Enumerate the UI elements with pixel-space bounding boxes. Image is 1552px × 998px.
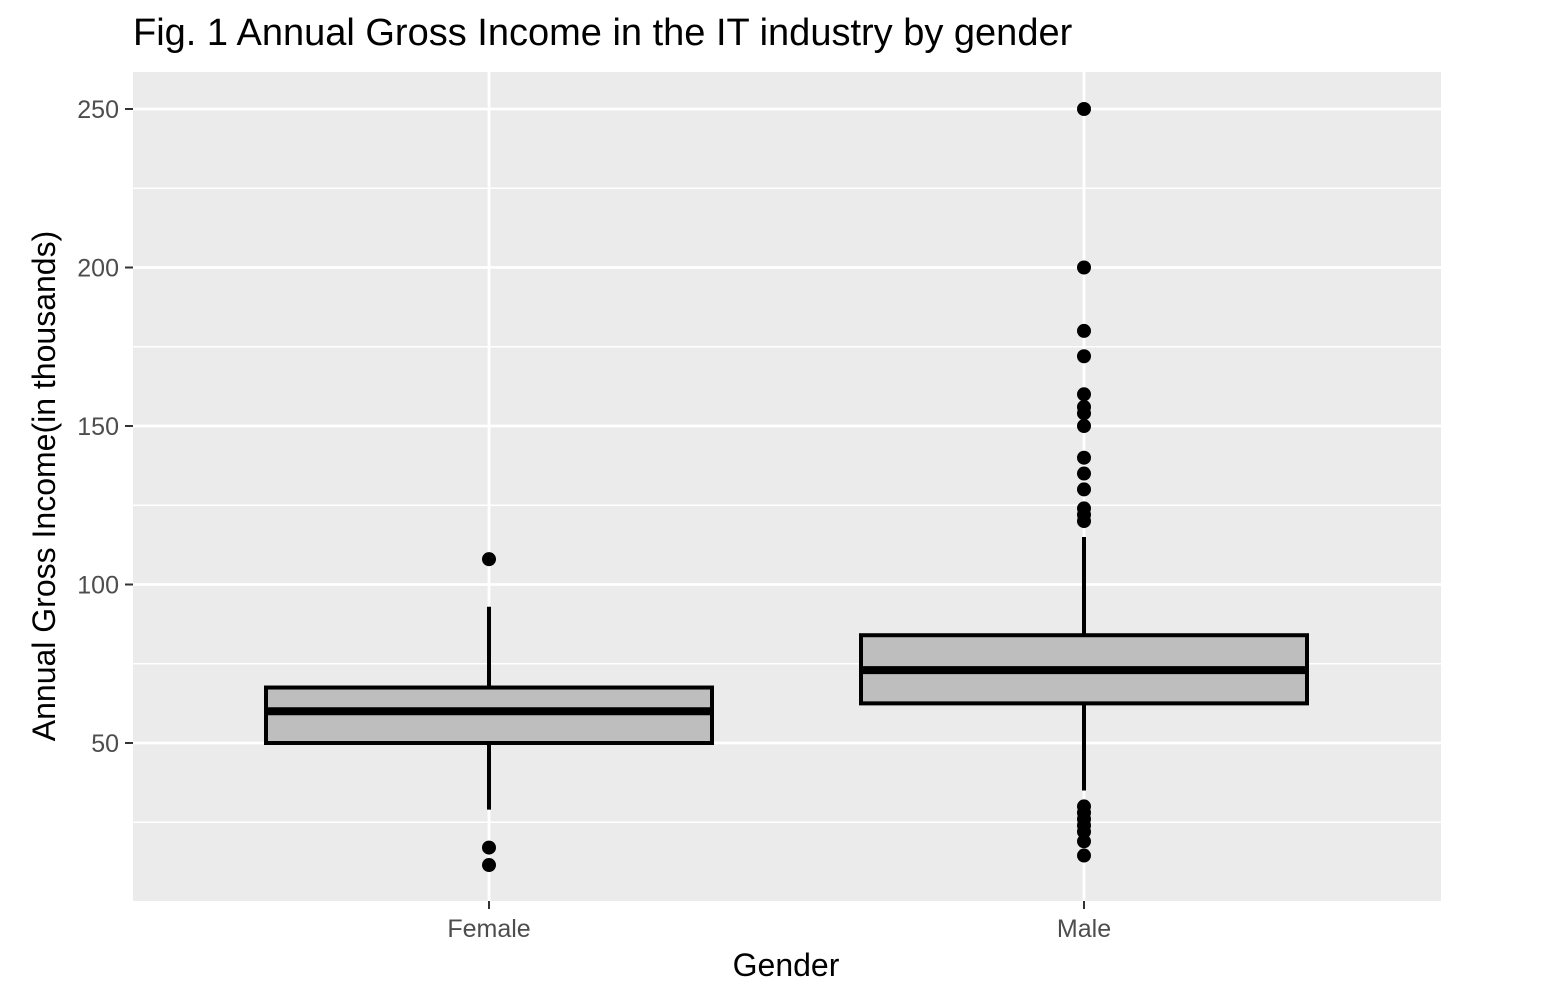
outlier-point	[1077, 482, 1091, 497]
outlier-point	[1077, 466, 1091, 481]
y-tick-label: 200	[77, 255, 119, 283]
outlier-point	[1077, 848, 1091, 863]
y-tick-label: 150	[77, 413, 119, 441]
outlier-point	[1077, 514, 1091, 529]
outlier-point	[1077, 419, 1091, 433]
outlier-point	[1077, 323, 1091, 338]
y-axis-title: Annual Gross Income(in thousands)	[26, 231, 62, 741]
outlier-points-layer	[482, 102, 1091, 873]
y-axis: 50 100 150 200 250	[77, 96, 133, 758]
outlier-point	[1077, 834, 1091, 849]
chart-title: Fig. 1 Annual Gross Income in the IT ind…	[133, 12, 1073, 54]
plot-panel	[133, 72, 1441, 901]
box-male	[859, 536, 1309, 791]
outlier-point	[1077, 260, 1091, 275]
y-tick-label: 50	[91, 730, 119, 758]
box-female	[264, 606, 714, 810]
x-axis-title: Gender	[733, 947, 840, 983]
x-tick-label: Female	[447, 915, 530, 943]
outlier-point	[482, 552, 496, 567]
outlier-point	[1077, 387, 1091, 402]
y-tick-label: 100	[77, 572, 119, 600]
x-axis: Female Male	[447, 901, 1111, 943]
outlier-point	[482, 858, 496, 873]
outlier-point	[482, 840, 496, 855]
boxplot-layer	[264, 536, 1309, 810]
outlier-point	[1077, 406, 1091, 421]
outlier-point	[1077, 102, 1091, 116]
y-tick-label: 250	[77, 96, 119, 124]
x-tick-label: Male	[1057, 915, 1111, 943]
outlier-point	[1077, 450, 1091, 465]
outlier-point	[1077, 349, 1091, 364]
